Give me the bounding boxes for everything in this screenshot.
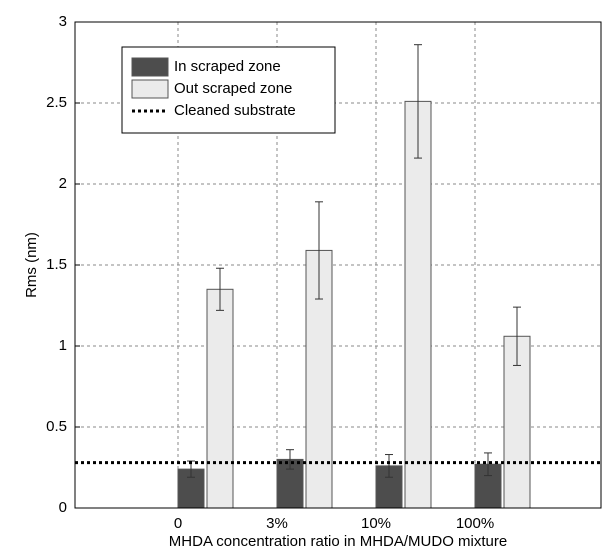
x-tick-label: 0 [174, 515, 182, 532]
x-tick-label: 3% [266, 515, 288, 532]
y-tick-label: 1 [59, 337, 67, 354]
error-bar [414, 44, 422, 159]
y-tick-label: 2.5 [46, 94, 67, 111]
legend-label: Cleaned substrate [174, 102, 296, 119]
plot-frame [74, 21, 602, 509]
y-tick-label: 1.5 [46, 256, 67, 273]
legend-swatch [131, 57, 169, 77]
y-tick-label: 2 [59, 175, 67, 192]
legend-label: Out scraped zone [174, 80, 292, 97]
x-tick-label: 100% [456, 515, 494, 532]
error-bar [513, 306, 521, 366]
y-tick-label: 0.5 [46, 418, 67, 435]
error-bar [385, 454, 393, 478]
error-bar [315, 201, 323, 300]
x-tick-label: 10% [361, 515, 391, 532]
bar [206, 288, 234, 509]
y-axis-label: Rms (nm) [23, 232, 40, 298]
error-bar [286, 449, 294, 470]
error-bar [216, 267, 224, 311]
legend: In scraped zone Out scraped zone Cleaned s… [121, 46, 336, 134]
legend-swatch [131, 79, 169, 99]
y-tick-label: 3 [59, 13, 67, 30]
legend-label: In scraped zone [174, 58, 281, 75]
error-bar [484, 452, 492, 477]
bar [404, 100, 432, 509]
x-axis-label: MHDA concentration ratio in MHDA/MUDO mi… [169, 533, 507, 550]
y-tick-label: 0 [59, 499, 67, 516]
